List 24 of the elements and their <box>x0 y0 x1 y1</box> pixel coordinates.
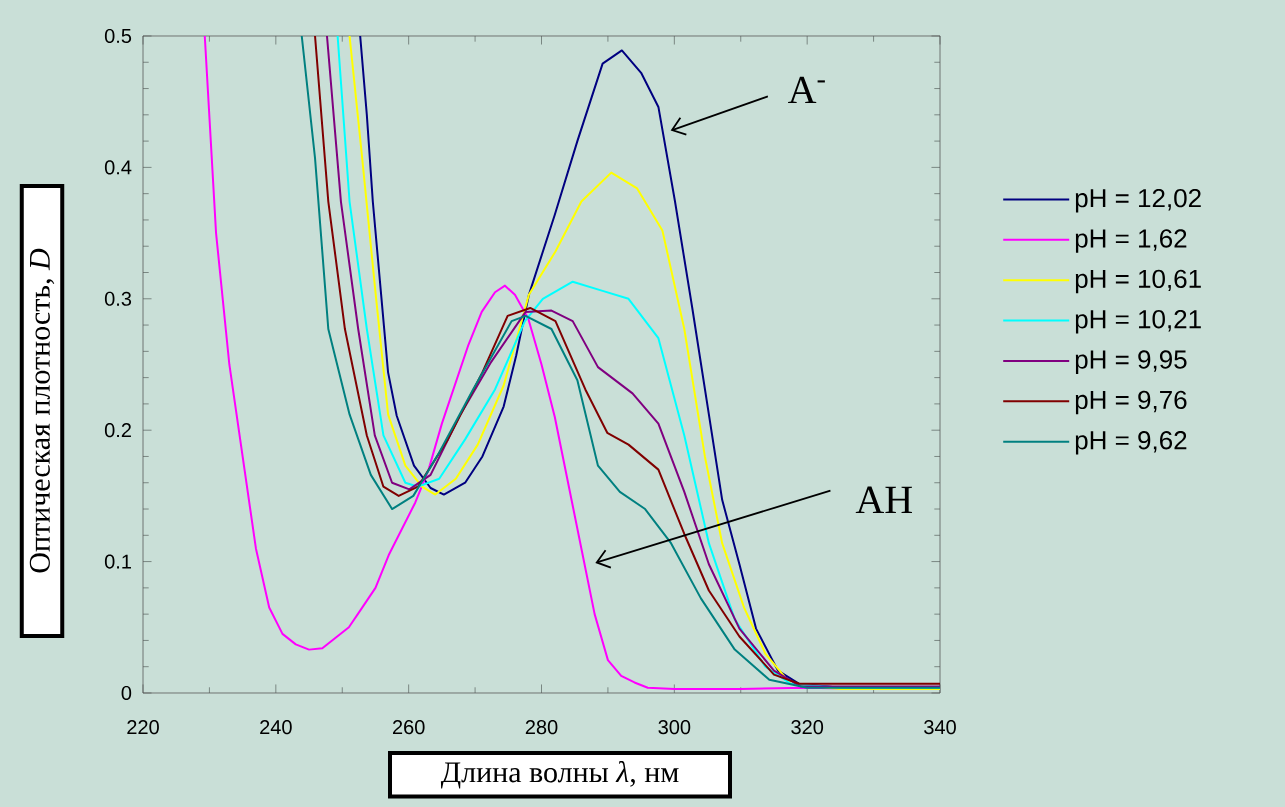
annotation: AH <box>855 486 912 514</box>
x-tick-label: 320 <box>791 720 824 735</box>
x-tick-label: 280 <box>525 720 558 735</box>
y-axis-title: Оптическая плотность, D <box>29 248 55 573</box>
legend-label: pH = 1,62 <box>1075 229 1187 253</box>
x-axis-title: Длина волны λ, нм <box>440 761 679 789</box>
y-tick-label: 0.1 <box>104 554 131 569</box>
legend-label: pH = 9,95 <box>1075 350 1187 374</box>
legend-label: pH = 10,21 <box>1075 309 1201 334</box>
y-tick-label: 0.4 <box>104 160 132 175</box>
y-tick-label: 0 <box>121 685 132 701</box>
legend-label: pH = 9,76 <box>1075 390 1187 415</box>
y-tick-label: 0.3 <box>104 291 132 306</box>
legend-label: pH = 10,61 <box>1075 269 1201 294</box>
x-tick-label: 300 <box>658 720 691 735</box>
legend-label: pH = 12,02 <box>1075 188 1201 213</box>
legend-label: pH = 9,62 <box>1075 431 1187 455</box>
annotation: A$^{-}$ <box>788 76 825 104</box>
x-tick-label: 220 <box>127 720 159 735</box>
y-tick-label: 0.2 <box>104 423 131 438</box>
x-tick-label: 240 <box>260 720 292 735</box>
y-tick-label: 0.5 <box>104 28 132 44</box>
x-tick-label: 340 <box>924 720 956 735</box>
x-tick-label: 260 <box>392 720 425 735</box>
